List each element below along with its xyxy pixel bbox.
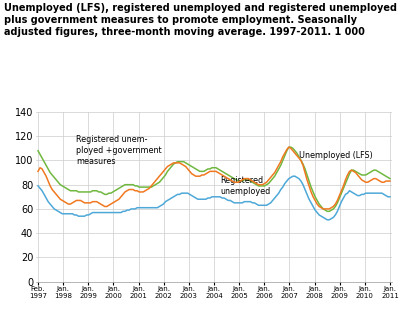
Text: Registered unem-
ployed +government
measures: Registered unem- ployed +government meas… [76, 135, 162, 166]
Text: Unemployed (LFS), registered unemployed and registered unemployed
plus governmen: Unemployed (LFS), registered unemployed … [4, 3, 397, 37]
Text: Unemployed (LFS): Unemployed (LFS) [299, 151, 373, 160]
Text: Registered
unemployed: Registered unemployed [220, 176, 270, 196]
